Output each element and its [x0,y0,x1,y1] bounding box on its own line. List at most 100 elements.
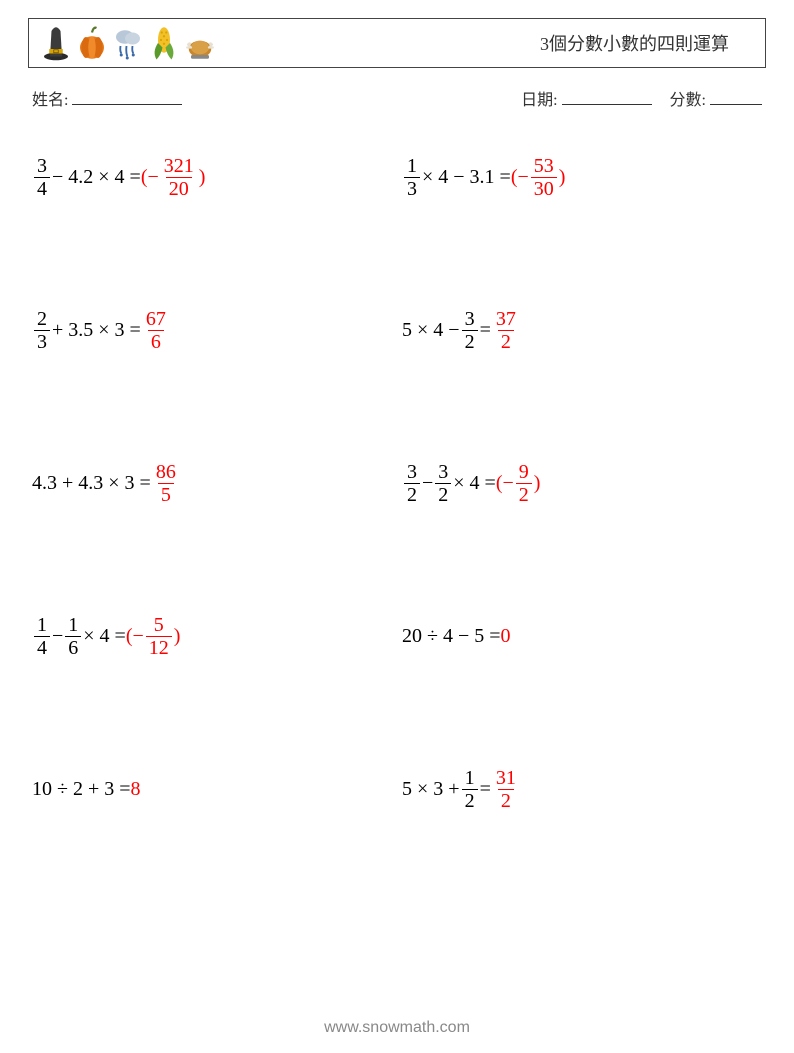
fraction-numerator: 321 [161,156,197,177]
expr-text: − [52,625,63,648]
fraction-numerator: 3 [462,309,478,330]
fraction-numerator: 1 [65,615,81,636]
fraction: 32 [462,309,478,352]
expr-text: = [480,319,491,342]
expr-text: − 4.2 × 4 = [52,166,141,189]
fraction-numerator: 5 [151,615,167,636]
fraction: 16 [65,615,81,658]
problem-answer: (−92) [496,462,541,505]
problem-expression: 5 × 4 − 32 = [402,309,491,352]
problem-expression: 34 − 4.2 × 4 = [32,156,141,199]
fraction: 12 [462,768,478,811]
problem-answer: 8 [131,778,141,801]
problem-expression: 13 × 4 − 3.1 = [402,156,511,199]
fraction-denominator: 2 [498,789,514,811]
problem-answer: (−32120) [141,156,206,199]
problem-expression: 32 − 32 × 4 = [402,462,496,505]
problem-answer: 312 [491,768,521,811]
expr-text: 8 [131,778,141,801]
expr-text: × 4 = [83,625,126,648]
name-label: 姓名: [32,92,68,109]
header-box: 3個分數小數的四則運算 [28,18,766,68]
score-label: 分數: [670,92,706,109]
problem: 32 − 32 × 4 = (−92) [402,462,762,505]
corn-icon [149,24,179,62]
fraction-numerator: 1 [462,768,478,789]
fraction: 5330 [531,156,557,199]
fraction-numerator: 1 [404,156,420,177]
problem-answer: (−5330) [511,156,566,199]
fraction-numerator: 67 [143,309,169,330]
problem: 20 ÷ 4 − 5 = 0 [402,615,762,658]
problems-grid: 34 − 4.2 × 4 = (−32120)13 × 4 − 3.1 = (−… [28,138,766,811]
expr-text: 5 × 3 + [402,778,460,801]
problem: 10 ÷ 2 + 3 = 8 [32,768,392,811]
expr-text: 5 × 4 − [402,319,460,342]
problem-expression: 23 + 3.5 × 3 = [32,309,141,352]
rain-cloud-icon [113,24,143,62]
name-blank [72,91,182,105]
fraction-denominator: 2 [462,789,478,811]
turkey-icon [185,24,215,62]
problem-expression: 4.3 + 4.3 × 3 = [32,472,151,495]
problem: 5 × 4 − 32 = 372 [402,309,762,352]
expr-text: ) [174,625,181,648]
problem-answer: (− 512) [126,615,181,658]
problem-answer: 865 [151,462,181,505]
date-field: 日期: [521,86,651,110]
fraction: 34 [34,156,50,199]
fraction-numerator: 3 [34,156,50,177]
fraction-numerator: 1 [34,615,50,636]
fraction-numerator: 3 [404,462,420,483]
name-field: 姓名: [32,86,521,110]
fraction: 32 [435,462,451,505]
fraction-denominator: 6 [65,636,81,658]
fraction-numerator: 53 [531,156,557,177]
problem-expression: 5 × 3 + 12 = [402,768,491,811]
expr-text: × 4 = [453,472,496,495]
fraction-numerator: 86 [153,462,179,483]
expr-text: × 4 − 3.1 = [422,166,511,189]
expr-text: (− [496,472,514,495]
problem: 14 − 16 × 4 = (− 512) [32,615,392,658]
problem-expression: 10 ÷ 2 + 3 = [32,778,131,801]
fraction: 92 [516,462,532,505]
problem-answer: 676 [141,309,171,352]
expr-text: ) [534,472,541,495]
problem: 4.3 + 4.3 × 3 = 865 [32,462,392,505]
hat-icon [41,24,71,62]
score-field: 分數: [670,86,762,110]
expr-text: (− [141,166,159,189]
fraction-denominator: 12 [146,636,172,658]
expr-text: 4.3 + 4.3 × 3 = [32,472,151,495]
fraction-denominator: 2 [435,483,451,505]
fraction-denominator: 2 [516,483,532,505]
problem-answer: 0 [501,625,511,648]
problem: 13 × 4 − 3.1 = (−5330) [402,156,762,199]
fraction-numerator: 31 [493,768,519,789]
fraction-denominator: 2 [462,330,478,352]
date-blank [562,91,652,105]
worksheet-title: 3個分數小數的四則運算 [540,30,729,56]
fraction: 13 [404,156,420,199]
problem-answer: 372 [491,309,521,352]
expr-text: + 3.5 × 3 = [52,319,141,342]
fraction: 312 [493,768,519,811]
expr-text: 0 [501,625,511,648]
fraction: 32 [404,462,420,505]
problem-expression: 20 ÷ 4 − 5 = [402,625,501,648]
fraction-denominator: 20 [166,177,192,199]
fraction-denominator: 2 [404,483,420,505]
date-label: 日期: [521,92,557,109]
footer-url: www.snowmath.com [0,1019,794,1037]
expr-text: = [480,778,491,801]
fraction-denominator: 6 [148,330,164,352]
fraction-denominator: 30 [531,177,557,199]
expr-text: (− [126,625,144,648]
pumpkin-icon [77,24,107,62]
expr-text: 20 ÷ 4 − 5 = [402,625,501,648]
fraction: 32120 [161,156,197,199]
fraction-numerator: 3 [435,462,451,483]
expr-text: (− [511,166,529,189]
fraction: 14 [34,615,50,658]
